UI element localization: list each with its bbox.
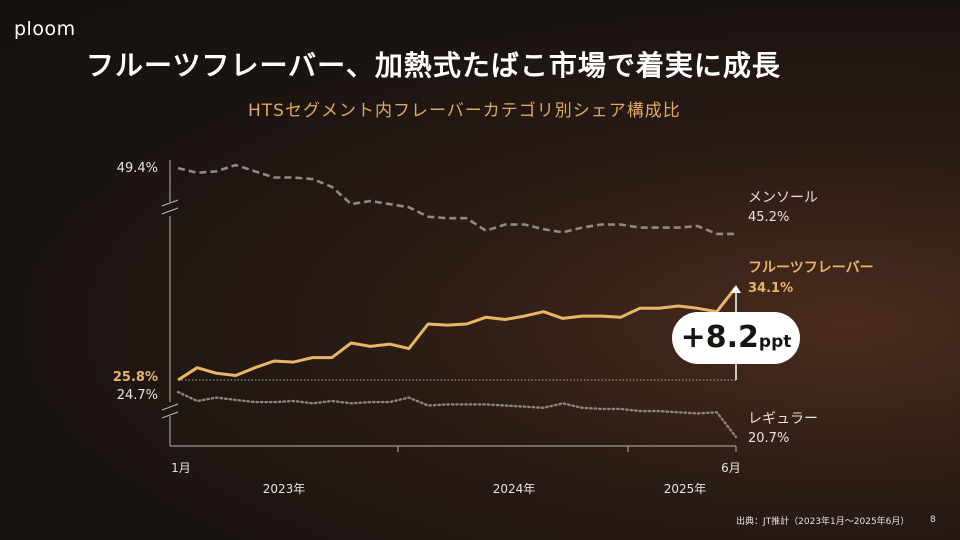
page-number: 8	[930, 515, 936, 525]
year-label-2025: 2025年	[664, 482, 707, 496]
source-note: 出典：JT推計（2023年1月〜2025年6月）	[736, 517, 910, 527]
page-title: フルーツフレーバー、加熱式たばこ市場で着実に成長	[86, 49, 781, 82]
menthol-end-label: 45.2%	[748, 210, 789, 225]
fruit-end-label: 34.1%	[748, 281, 793, 296]
regular-end-label: 20.7%	[748, 431, 789, 446]
regular-start-label: 24.7%	[117, 388, 158, 403]
series-line-menthol	[177, 163, 736, 236]
annotation-pill	[672, 312, 800, 364]
chart-subtitle: HTSセグメント内フレーバーカテゴリ別シェア構成比	[248, 101, 681, 121]
axis-break-mark-lower-1	[161, 403, 179, 411]
series-line-regular	[176, 390, 738, 439]
axis-break-mark-upper-1	[161, 199, 179, 207]
year-label-2024: 2024年	[493, 482, 536, 496]
annotation-unit: ppt	[759, 332, 791, 352]
axes	[161, 160, 737, 452]
x-start-label: 1月	[171, 461, 191, 475]
axis-break-mark-upper-2	[161, 207, 179, 215]
fruit-start-label: 25.8%	[113, 370, 158, 385]
x-end-label: 6月	[721, 461, 741, 475]
series-line-fruit	[177, 286, 738, 382]
axis-break-mark-lower-2	[161, 411, 179, 419]
increase-annotation: +8.2ppt	[672, 312, 800, 364]
ploom-logo: ploom	[14, 18, 76, 40]
menthol-start-label: 49.4%	[117, 161, 158, 176]
fruit-name-label: フルーツフレーバー	[748, 260, 874, 276]
annotation-value: +8.2	[681, 320, 759, 355]
menthol-name-label: メンソール	[748, 190, 818, 206]
year-label-2023: 2023年	[263, 482, 306, 496]
regular-name-label: レギュラー	[748, 411, 818, 427]
annotation-label: +8.2ppt	[681, 320, 792, 355]
